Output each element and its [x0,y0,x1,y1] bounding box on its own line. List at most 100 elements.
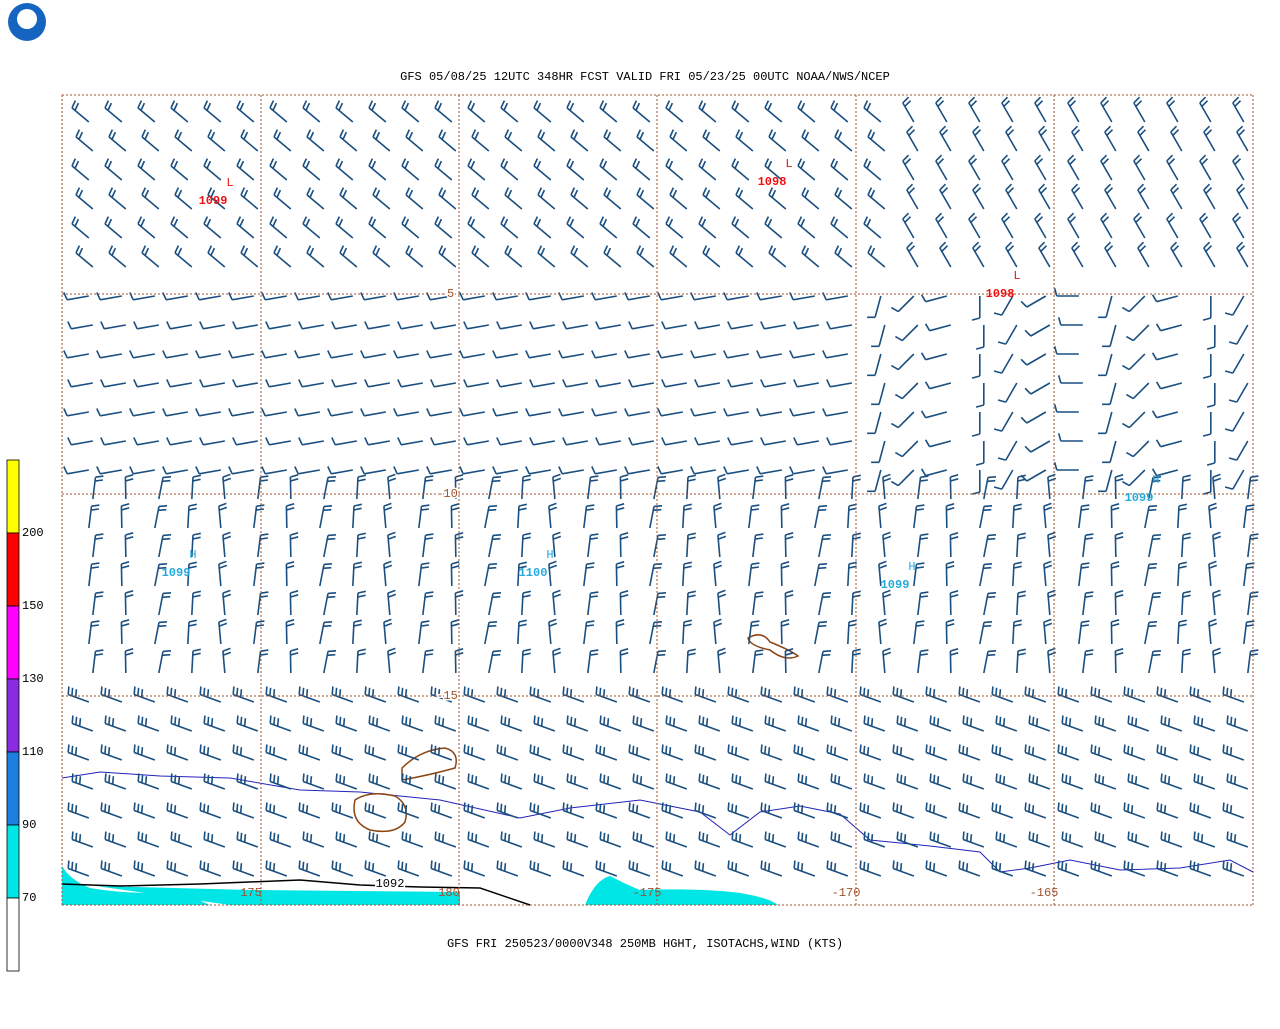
legend-swatch [6,897,20,972]
wind-barb [925,860,948,877]
wind-barb [902,212,915,239]
wind-barb [1038,241,1051,268]
wind-barb [920,352,948,361]
wind-barb [971,353,981,379]
wind-barb [1177,561,1187,587]
wind-barb [298,437,324,446]
wind-barb [174,129,193,152]
wind-barb [120,561,130,587]
wind-barb [562,860,585,877]
wind-barb [859,744,882,761]
wind-barb [269,158,288,181]
wind-barb [939,125,952,152]
wind-barb [1208,618,1218,645]
wind-barb [298,802,321,819]
wind-barb [756,466,782,475]
wind-barb [529,860,552,877]
wind-barb [298,321,324,330]
wind-barb [748,504,760,529]
wind-barb [925,744,948,761]
wind-barb [830,773,853,790]
wind-barb [1228,324,1249,345]
wind-barb [137,216,156,239]
wind-barb [949,532,959,558]
isotach-fill [62,866,460,905]
wind-barb [141,129,160,152]
wind-barb [587,533,599,558]
wind-barb [595,379,621,388]
wind-barb [1038,183,1051,210]
wind-barb [863,158,882,181]
wind-barb [972,125,985,152]
wind-barb [562,437,588,446]
lon-label: -170 [832,886,861,900]
wind-barb [760,321,786,330]
wind-barb [615,619,625,645]
wind-barb [434,715,457,732]
wind-barb [397,321,423,330]
wind-barb [306,245,325,268]
wind-barb [939,183,952,210]
wind-barb [929,715,952,732]
wind-barb [1125,324,1150,342]
wind-barb [603,187,622,210]
wind-barb [529,437,555,446]
wind-barb [368,831,391,848]
center-value: 1100 [519,566,548,580]
wind-barb [1156,860,1179,877]
wind-barb [603,129,622,152]
wind-barb [71,715,94,732]
wind-barb [1137,241,1150,268]
wind-barb [552,531,562,558]
wind-barb [661,321,687,330]
wind-barb [96,292,122,301]
wind-barb [698,831,721,848]
legend-label: 110 [22,745,44,759]
wind-barb [760,802,783,819]
wind-barb [133,686,156,703]
wind-barb [698,715,721,732]
wind-barb [387,531,397,558]
wind-barb [319,621,333,645]
wind-barb [595,860,618,877]
wind-barb [917,649,929,674]
center-letter: H [546,548,553,562]
wind-barb [327,350,353,359]
wind-barb [100,860,123,877]
wind-barb [199,802,222,819]
wind-barb [100,802,123,819]
wind-barb [661,686,684,703]
wind-barb [628,860,651,877]
wind-barb [727,321,753,330]
wind-barb [162,408,188,417]
wind-barb [1189,860,1212,877]
wind-barb [599,773,622,790]
caption: GFS FRI 250523/0000V348 250MB HGHT, ISOT… [447,937,843,951]
wind-barb [88,562,100,587]
wind-barb [649,505,663,529]
wind-barb [294,350,320,359]
wind-barb [752,533,764,558]
wind-barb [529,379,555,388]
wind-barb [1047,589,1057,616]
wind-barb [368,715,391,732]
wind-barb [1202,469,1212,495]
wind-barb [1024,686,1047,703]
wind-barb [1057,744,1080,761]
wind-barb [784,474,794,500]
wind-barb [203,831,226,848]
wind-barb [1028,715,1051,732]
wind-barb [993,353,1014,374]
wind-barb [63,408,89,417]
wind-barb [1224,469,1245,490]
wind-barb [975,324,985,350]
wind-barb [1212,647,1222,674]
noaa-logo-inner [17,9,37,29]
wind-barb [1078,620,1090,645]
wind-barb [1155,439,1183,448]
wind-barb [236,831,259,848]
center-value: 1099 [1125,491,1154,505]
wind-barb [1133,96,1146,123]
wind-barb [599,158,618,181]
